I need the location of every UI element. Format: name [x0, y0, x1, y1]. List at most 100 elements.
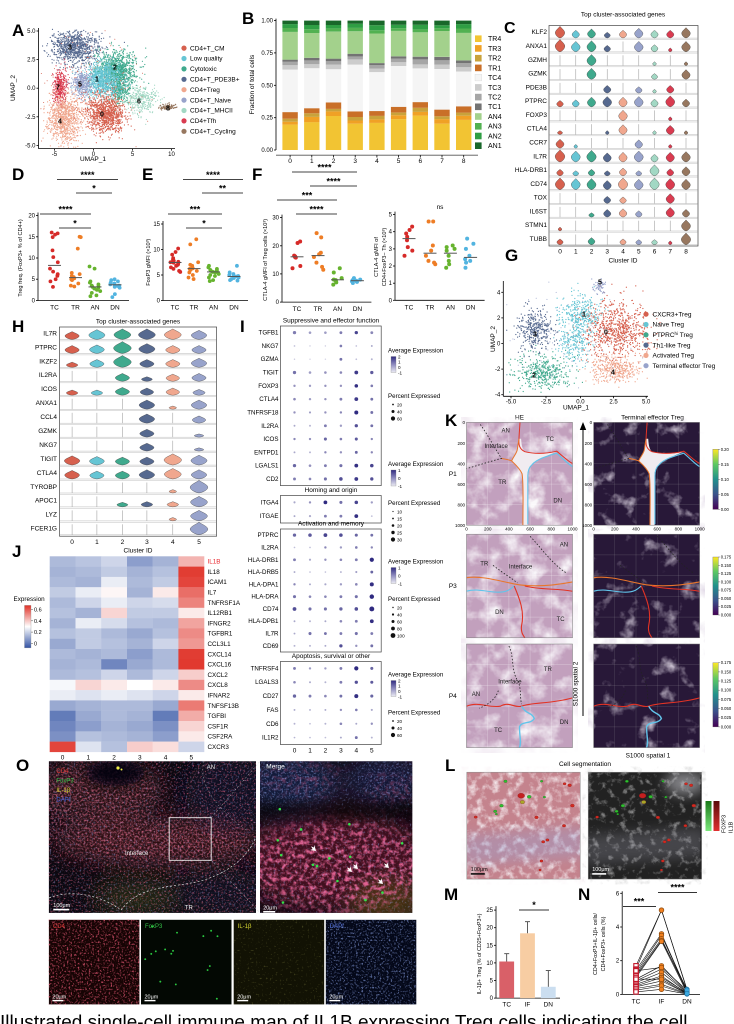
- svg-text:20μm: 20μm: [237, 994, 251, 1000]
- svg-text:TC: TC: [502, 1002, 511, 1009]
- svg-text:IL1B: IL1B: [208, 559, 221, 566]
- svg-text:0.150: 0.150: [721, 563, 732, 568]
- svg-text:5: 5: [370, 748, 374, 755]
- svg-text:TGFBI: TGFBI: [208, 713, 227, 720]
- svg-text:4: 4: [497, 290, 501, 296]
- svg-text:5.0: 5.0: [642, 399, 651, 405]
- svg-text:TNFRSF1A: TNFRSF1A: [208, 600, 241, 607]
- svg-text:4: 4: [354, 748, 358, 755]
- svg-text:0.4: 0.4: [34, 619, 42, 625]
- svg-text:10: 10: [153, 248, 160, 254]
- svg-text:400: 400: [585, 461, 593, 466]
- svg-text:0: 0: [276, 300, 280, 306]
- svg-text:4: 4: [389, 230, 393, 236]
- svg-text:*: *: [73, 219, 77, 229]
- svg-text:2.5: 2.5: [27, 58, 36, 64]
- svg-text:15: 15: [28, 235, 35, 241]
- svg-text:0.2: 0.2: [34, 630, 42, 636]
- svg-text:Naive Treg: Naive Treg: [653, 322, 685, 329]
- svg-text:0: 0: [398, 573, 401, 578]
- svg-text:E: E: [142, 165, 153, 184]
- svg-text:TC: TC: [546, 437, 555, 443]
- svg-text:0: 0: [389, 298, 393, 304]
- svg-text:Treg freq. (FoxP3+ % of CD4+): Treg freq. (FoxP3+ % of CD4+): [18, 219, 24, 297]
- svg-text:Cytotoxic: Cytotoxic: [190, 66, 217, 73]
- svg-text:K: K: [445, 411, 458, 430]
- svg-text:Merge: Merge: [266, 764, 285, 771]
- svg-text:100μm: 100μm: [471, 867, 488, 873]
- svg-text:8: 8: [684, 249, 688, 256]
- svg-text:ENTPD1: ENTPD1: [254, 449, 279, 456]
- svg-text:AN: AN: [502, 429, 510, 435]
- svg-text:ANXA1: ANXA1: [526, 43, 548, 50]
- svg-text:TR3: TR3: [488, 46, 501, 53]
- svg-text:Cluster ID: Cluster ID: [124, 548, 153, 555]
- svg-text:AN: AN: [90, 305, 99, 312]
- svg-text:5: 5: [131, 152, 135, 158]
- svg-text:Percent Expressed: Percent Expressed: [388, 500, 441, 507]
- svg-text:0.20: 0.20: [721, 447, 730, 452]
- svg-text:20μm: 20μm: [263, 906, 277, 912]
- svg-text:20: 20: [397, 523, 403, 528]
- svg-text:15: 15: [397, 516, 403, 521]
- svg-text:1: 1: [308, 748, 312, 755]
- svg-text:*: *: [202, 219, 206, 229]
- svg-text:***: ***: [634, 897, 645, 907]
- svg-text:IL-1β: IL-1β: [238, 924, 252, 930]
- svg-text:TC: TC: [557, 617, 566, 623]
- svg-text:ICAM1: ICAM1: [208, 579, 228, 586]
- svg-text:Interface: Interface: [509, 564, 533, 570]
- svg-text:KLF2: KLF2: [531, 29, 547, 36]
- svg-text:1000: 1000: [567, 527, 578, 532]
- svg-text:IL-1β: IL-1β: [56, 788, 70, 794]
- svg-text:0: 0: [558, 249, 562, 256]
- svg-text:CTLA4: CTLA4: [37, 470, 58, 477]
- svg-text:20: 20: [397, 719, 403, 724]
- svg-text:IL2RA: IL2RA: [261, 423, 279, 430]
- svg-text:C: C: [504, 20, 516, 37]
- svg-text:DN: DN: [495, 610, 504, 616]
- svg-text:0.50: 0.50: [261, 83, 273, 89]
- svg-text:TYROBP: TYROBP: [30, 484, 57, 491]
- svg-text:TGFBR1: TGFBR1: [208, 631, 233, 638]
- svg-text:20: 20: [272, 244, 279, 250]
- svg-text:APOC1: APOC1: [35, 498, 57, 505]
- svg-text:Cell segmentation: Cell segmentation: [559, 761, 611, 768]
- svg-text:HLA-DRB1: HLA-DRB1: [515, 167, 548, 174]
- svg-text:60: 60: [397, 416, 403, 421]
- svg-text:0.25: 0.25: [261, 116, 273, 122]
- svg-text:CD4+T_PDE3B+: CD4+T_PDE3B+: [190, 77, 240, 84]
- svg-text:7: 7: [56, 85, 60, 92]
- svg-text:6: 6: [137, 99, 141, 106]
- svg-text:CD27: CD27: [263, 693, 279, 700]
- svg-text:0.025: 0.025: [721, 715, 732, 720]
- svg-text:2: 2: [112, 755, 116, 762]
- svg-text:4: 4: [375, 158, 379, 165]
- svg-text:CD4+Tfh: CD4+Tfh: [190, 118, 217, 125]
- svg-text:TC2: TC2: [488, 95, 501, 102]
- svg-text:5: 5: [637, 249, 641, 256]
- svg-text:DN: DN: [110, 305, 120, 312]
- svg-text:CD4+FoxP3+ cells (%): CD4+FoxP3+ cells (%): [601, 916, 607, 971]
- svg-text:Average Expression: Average Expression: [388, 672, 444, 679]
- svg-text:GZMH: GZMH: [528, 57, 547, 64]
- svg-text:IF: IF: [659, 998, 665, 1005]
- svg-text:Percent Expressed: Percent Expressed: [388, 596, 441, 603]
- svg-text:1000: 1000: [455, 523, 466, 528]
- svg-text:20: 20: [397, 402, 403, 407]
- svg-text:0.000: 0.000: [721, 613, 732, 618]
- svg-text:0: 0: [497, 342, 501, 348]
- svg-text:TR: TR: [185, 906, 194, 912]
- svg-text:1: 1: [389, 281, 393, 287]
- svg-text:6: 6: [616, 891, 620, 897]
- svg-text:0.125: 0.125: [721, 571, 732, 576]
- svg-text:***: ***: [190, 205, 201, 215]
- svg-text:TOX: TOX: [534, 195, 548, 202]
- svg-text:Average Expression: Average Expression: [388, 348, 444, 355]
- svg-text:CD4+T_Cycling: CD4+T_Cycling: [190, 129, 236, 136]
- svg-text:UMAP_2: UMAP_2: [10, 75, 17, 101]
- svg-text:25: 25: [486, 908, 493, 914]
- svg-text:200: 200: [484, 527, 492, 532]
- svg-text:AN: AN: [209, 305, 218, 312]
- svg-text:-5: -5: [52, 152, 58, 158]
